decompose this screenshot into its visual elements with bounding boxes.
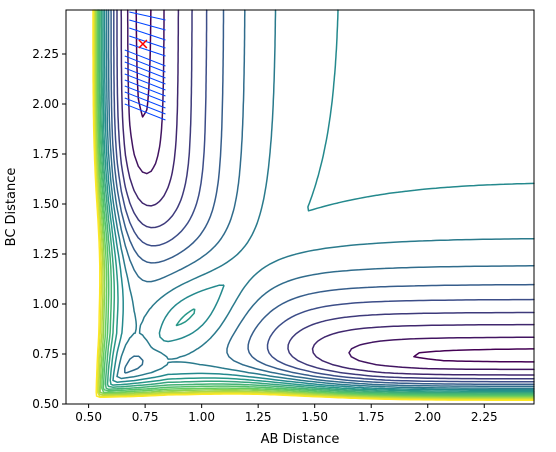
contour-level-line (94, 9, 535, 400)
y-tick-label: 2.25 (32, 47, 59, 61)
trajectory-segment (129, 19, 166, 31)
y-tick-label: 1.75 (32, 147, 59, 161)
trajectory-segment (124, 91, 166, 109)
trajectory-segment (124, 55, 166, 73)
trajectory-segment (124, 73, 166, 91)
x-axis-label: AB Distance (261, 432, 340, 447)
contour-level-line (120, 9, 535, 376)
trajectory-segment (129, 43, 166, 57)
y-axis-label: BC Distance (4, 168, 19, 247)
contour-level-line (103, 9, 535, 391)
contour-level-line (105, 9, 535, 389)
contour-level-line (126, 9, 535, 371)
y-tick-label: 0.50 (32, 397, 59, 411)
x-tick-label: 1.75 (358, 410, 385, 424)
plot-area (65, 9, 535, 405)
x-tick-label: 1.25 (245, 410, 272, 424)
trajectory-segment (124, 67, 166, 85)
contour-level-line (107, 9, 535, 387)
x-axis-ticks: 0.50 0.75 1.00 1.25 1.50 1.75 2.00 2.25 (75, 404, 498, 424)
contour-level-line (97, 9, 535, 396)
contour-level-line (113, 9, 535, 383)
x-tick-label: 0.50 (75, 410, 102, 424)
trajectory-lines (124, 11, 166, 121)
plot-background (66, 10, 534, 404)
contour-level-line (100, 9, 535, 394)
contour-level-line (96, 9, 535, 398)
contour-lines (92, 9, 535, 401)
start-marker (138, 39, 148, 49)
trajectory-segment (124, 103, 166, 121)
y-tick-label: 2.00 (32, 97, 59, 111)
trajectory-segment (129, 11, 166, 21)
x-tick-label: 2.00 (414, 410, 441, 424)
contour-level-line (92, 9, 535, 401)
y-tick-label: 1.00 (32, 297, 59, 311)
trajectory-segment (129, 27, 166, 41)
trajectory-segment (124, 61, 166, 79)
y-tick-label: 0.75 (32, 347, 59, 361)
contour-level-line (93, 9, 535, 400)
x-tick-label: 2.25 (471, 410, 498, 424)
plot-frame (65, 9, 535, 405)
x-tick-label: 0.75 (132, 410, 159, 424)
trajectory-segment (124, 79, 166, 97)
start-marker-x (138, 39, 148, 49)
y-tick-label: 1.50 (32, 197, 59, 211)
contour-level-line (99, 9, 535, 395)
contour-level-line (135, 9, 535, 363)
y-tick-label: 1.25 (32, 247, 59, 261)
trajectory-segment (124, 97, 166, 115)
y-axis-ticks: 0.50 0.75 1.00 1.25 1.50 1.75 2.00 2.25 (32, 47, 66, 411)
contour-level-line (102, 9, 535, 393)
trajectory-segment (129, 35, 166, 49)
contour-level-line (95, 9, 535, 399)
trajectory-segment (124, 85, 166, 103)
x-tick-label: 1.50 (301, 410, 328, 424)
trajectory-segment (124, 49, 166, 67)
contour-level-line (110, 9, 535, 386)
x-tick-label: 1.00 (188, 410, 215, 424)
contour-level-line (116, 9, 535, 380)
